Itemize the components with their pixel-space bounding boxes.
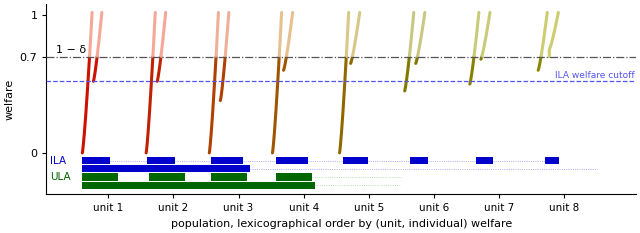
Text: ILA welfare cutoff: ILA welfare cutoff <box>555 71 634 80</box>
Text: ULA: ULA <box>50 172 70 182</box>
Text: 1 − δ: 1 − δ <box>56 45 86 55</box>
X-axis label: population, lexicographical order by (unit, individual) welfare: population, lexicographical order by (un… <box>170 219 512 229</box>
Text: ILA: ILA <box>50 155 66 165</box>
Y-axis label: welfare: welfare <box>4 79 14 120</box>
